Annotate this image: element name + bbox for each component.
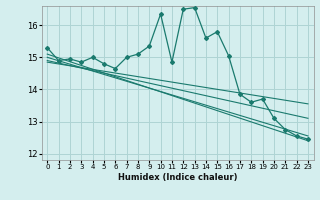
X-axis label: Humidex (Indice chaleur): Humidex (Indice chaleur) [118,173,237,182]
